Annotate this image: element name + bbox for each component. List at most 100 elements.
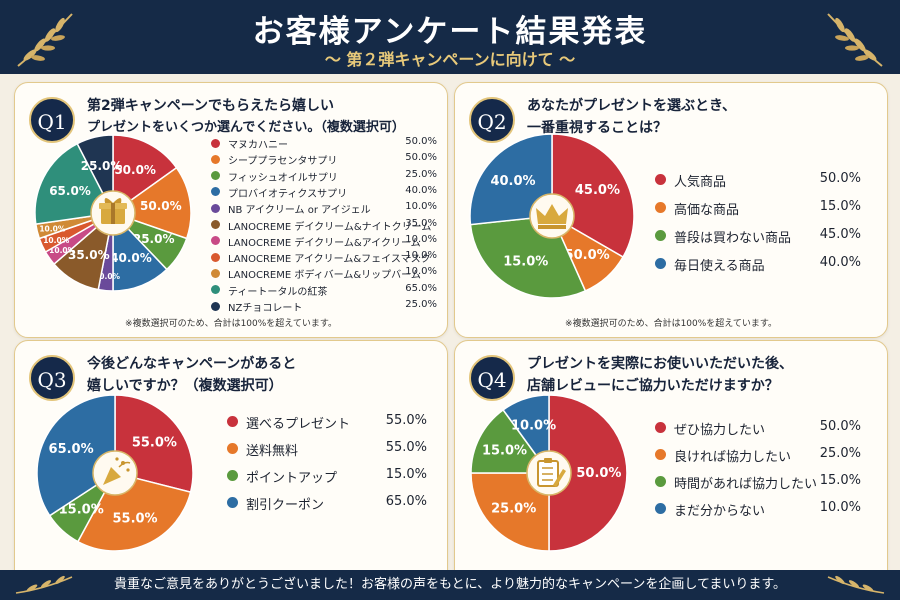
pie-slice <box>36 394 116 517</box>
slice-label: 25.0% <box>81 159 123 173</box>
question-title-line: 嬉しいですか？（複数選択可） <box>87 378 283 394</box>
slice-label: 55.0% <box>112 512 157 527</box>
legend-item: まだ分からない 10.0% <box>655 500 861 527</box>
legend-label: 高価な商品 <box>674 203 740 218</box>
legend-color-dot <box>655 476 666 487</box>
question-title-line: プレゼントを実際にお使いいただいた後、 <box>527 356 793 372</box>
pie-slice <box>112 134 178 215</box>
leaf-right-icon <box>827 575 885 594</box>
legend-item: 選べるプレゼント 55.0% <box>227 413 427 440</box>
slice-label: 10.0% <box>39 225 66 234</box>
legend-item: マヌカハニー 50.0% <box>211 136 437 152</box>
legend-label: 時間があれば協力したい <box>674 477 818 492</box>
pie-slice <box>112 211 168 292</box>
legend-item: 時間があれば協力したい 15.0% <box>655 473 861 500</box>
legend-value: 10.0% <box>405 250 437 262</box>
chart-legend: 人気商品 50.0% 高価な商品 15.0% 普段は買わない商品 45.0% 毎日使える商品… <box>655 171 861 291</box>
slice-label: 55.0% <box>132 435 177 450</box>
legend-value: 55.0% <box>385 413 427 428</box>
question-title-line: あなたがプレゼントを選ぶとき、 <box>527 98 737 114</box>
legend-label: フィッシュオイルサプリ <box>228 172 338 184</box>
legend-color-dot <box>211 171 220 181</box>
legend-color-dot <box>211 236 220 246</box>
legend-color-dot <box>211 285 220 295</box>
legend-item: 普段は買わない商品 45.0% <box>655 227 861 255</box>
question-title-line: 第2弾キャンペーンでもらえたら嬉しい <box>87 98 335 114</box>
legend-label: 良ければ協力したい <box>674 450 792 465</box>
slice-label: 40.0% <box>490 174 535 189</box>
pie-chart: 50.0%50.0%25.0%40.0%10.0%35.0%10.0%10.0%… <box>34 134 192 292</box>
pie-slice <box>469 133 553 226</box>
question-badge: Q4 <box>469 355 515 401</box>
chart-legend: ぜひ協力したい 50.0% 良ければ協力したい 25.0% 時間があれば協力したい 15.… <box>655 419 861 539</box>
pie-slice <box>551 133 635 259</box>
legend-label: 選べるプレゼント <box>246 417 351 432</box>
slice-label: 50.0% <box>114 163 156 177</box>
legend-item: 割引クーポン 65.0% <box>227 494 427 521</box>
legend-color-dot <box>211 154 220 164</box>
legend-label: シーププラセンタサプリ <box>228 156 338 168</box>
legend-item: NZチョコレート 25.0% <box>211 299 437 315</box>
legend-label: LANOCREME ボディバーム&リップバーム <box>228 270 421 282</box>
legend-value: 15.0% <box>819 199 861 214</box>
legend-color-dot <box>227 470 238 481</box>
legend-color-dot <box>227 497 238 508</box>
question-badge: Q3 <box>29 355 75 401</box>
legend-label: プロバイオティクスサプリ <box>228 188 348 200</box>
legend-value: 25.0% <box>405 168 437 180</box>
legend-color-dot <box>655 258 666 269</box>
leaf-left-icon <box>15 575 73 594</box>
legend-value: 40.0% <box>819 255 861 270</box>
pie-slice <box>470 408 551 474</box>
header-banner: お客様アンケート結果発表 〜 第２弾キャンペーンに向けて 〜 <box>0 0 900 74</box>
legend-color-dot <box>211 138 220 148</box>
legend-label: マヌカハニー <box>228 140 288 151</box>
footnote: ※複数選択可のため、合計は100%を超えています。 <box>565 319 777 329</box>
legend-value: 10.0% <box>819 500 861 515</box>
footnote: ※複数選択可のため、合計は100%を超えています。 <box>125 319 337 329</box>
slice-label: 15.0% <box>482 443 527 458</box>
slice-label: 65.0% <box>49 184 91 198</box>
party-popper-icon <box>92 450 138 496</box>
legend-label: 普段は買わない商品 <box>674 231 792 246</box>
legend-item: フィッシュオイルサプリ 25.0% <box>211 169 437 185</box>
legend-label: NB アイクリーム or アイジェル <box>228 205 371 217</box>
legend-item: LANOCREME アイクリーム&フェイスマスク 10.0% <box>211 250 437 266</box>
question-badge: Q2 <box>469 97 515 143</box>
clipboard-pen-icon <box>526 450 572 496</box>
legend-item: 高価な商品 15.0% <box>655 199 861 227</box>
legend-label: LANOCREME アイクリーム&フェイスマスク <box>228 254 431 266</box>
slice-label: 10.0% <box>49 246 76 255</box>
slice-label: 50.0% <box>576 466 621 481</box>
legend-label: LANOCREME デイクリーム&アイクリーム <box>228 237 421 249</box>
question-title-line: プレゼントをいくつか選んでください。（複数選択可） <box>87 120 405 135</box>
legend-item: ポイントアップ 15.0% <box>227 467 427 494</box>
legend-item: ティートータルの紅茶 65.0% <box>211 283 437 299</box>
pie-chart: 45.0% 50.0% 15.0% 40.0% <box>469 133 635 299</box>
legend-color-dot <box>655 230 666 241</box>
legend-label: ぜひ協力したい <box>674 423 766 438</box>
laurel-right-icon <box>827 13 883 67</box>
slice-label: 35.0% <box>68 248 110 262</box>
footer-message: 貴重なご意見をありがとうございました！お客様の声をもとに、より魅力的なキャンペー… <box>113 577 787 592</box>
legend-label: ポイントアップ <box>246 471 338 486</box>
pie-chart: 55.0% 55.0% 15.0% 65.0% <box>36 394 194 552</box>
legend-label: LANOCREME デイクリーム&ナイトクリーム <box>228 221 432 233</box>
slice-label: 25.0% <box>133 232 175 246</box>
slice-label: 65.0% <box>49 442 94 457</box>
legend-item: シーププラセンタサプリ 50.0% <box>211 152 437 168</box>
pie-slice <box>548 394 628 552</box>
legend-value: 10.0% <box>405 266 437 278</box>
legend-value: 50.0% <box>405 136 437 147</box>
legend-item: 送料無料 55.0% <box>227 440 427 467</box>
legend-color-dot <box>655 449 666 460</box>
legend-color-dot <box>211 268 220 278</box>
legend-value: 55.0% <box>385 440 427 455</box>
chart-legend: 選べるプレゼント 55.0% 送料無料 55.0% ポイントアップ 15.0% 割引クーポン… <box>227 413 427 533</box>
legend-color-dot <box>655 503 666 514</box>
pie-slice <box>470 472 550 552</box>
legend-color-dot <box>655 174 666 185</box>
slice-label: 10.0% <box>43 236 70 245</box>
question-badge: Q1 <box>29 97 75 143</box>
legend-value: 50.0% <box>819 171 861 186</box>
